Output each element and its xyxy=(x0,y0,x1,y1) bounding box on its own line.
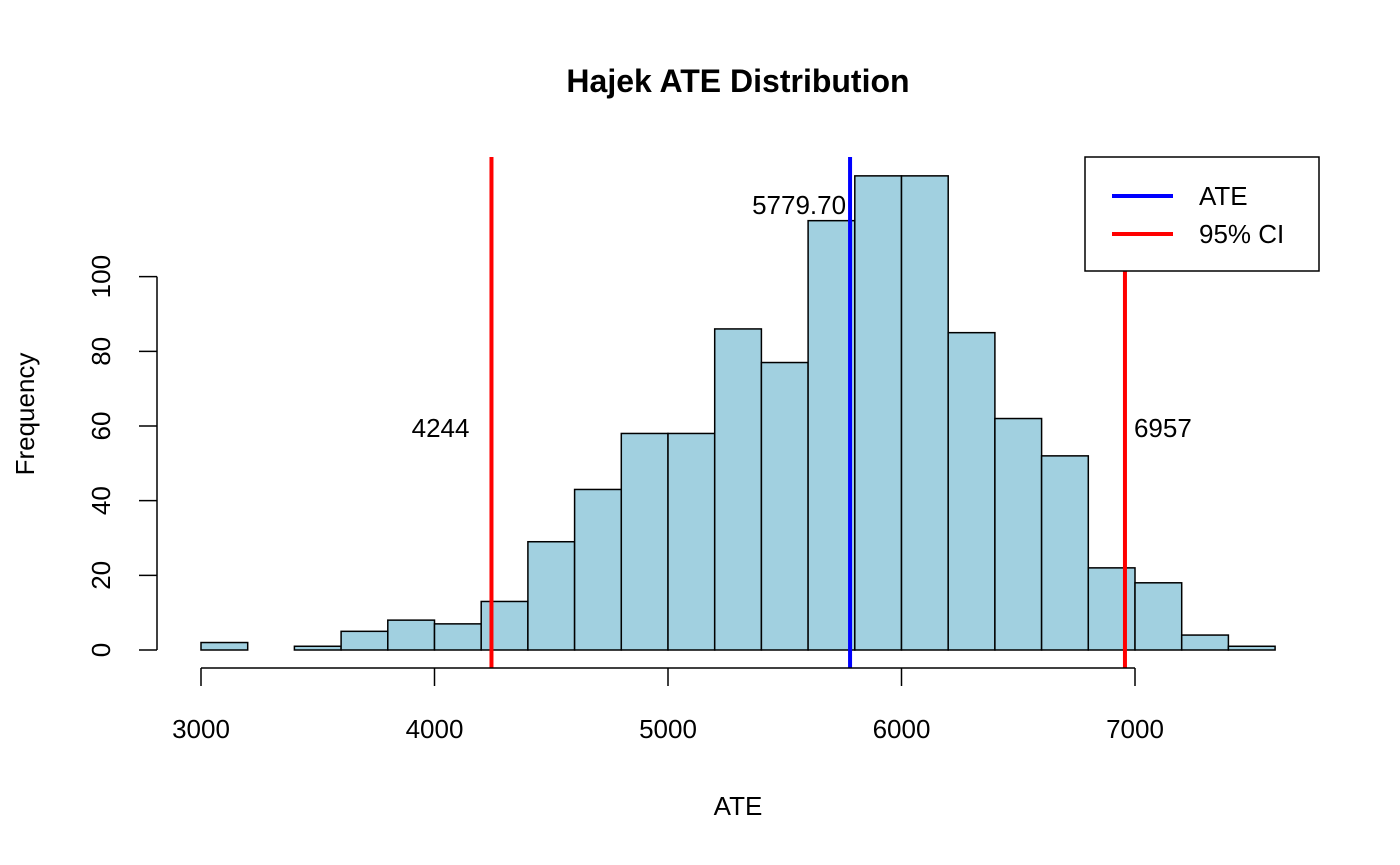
histogram-bar xyxy=(340,630,389,651)
y-tick-label: 0 xyxy=(86,643,116,657)
histogram-bar xyxy=(480,600,529,651)
ate-value-label: 5779.70 xyxy=(752,190,846,220)
histogram-bar xyxy=(900,175,949,651)
histogram-bar xyxy=(433,623,482,651)
x-tick-label: 6000 xyxy=(873,714,931,744)
y-tick-label: 100 xyxy=(86,255,116,298)
histogram-bar xyxy=(1087,567,1136,651)
histogram-bar xyxy=(807,219,856,651)
histogram-bar xyxy=(667,432,716,651)
histogram-bar xyxy=(760,361,809,651)
x-axis-label: ATE xyxy=(714,791,763,821)
histogram-bar xyxy=(1227,645,1276,651)
chart-title: Hajek ATE Distribution xyxy=(566,63,909,99)
legend-box xyxy=(1084,156,1320,272)
x-tick-label: 7000 xyxy=(1106,714,1164,744)
histogram-bar xyxy=(994,417,1043,651)
line-annotations: 5779.70 4244 6957 xyxy=(412,190,1192,443)
y-tick-label: 80 xyxy=(86,337,116,366)
histogram-bar xyxy=(293,645,342,651)
histogram-bar xyxy=(1040,455,1090,651)
y-axis-label: Frequency xyxy=(10,353,40,476)
y-tick-label: 20 xyxy=(86,561,116,590)
histogram-bar xyxy=(947,331,996,651)
legend-label: ATE xyxy=(1199,181,1248,211)
x-tick-label: 5000 xyxy=(639,714,697,744)
histogram-bars xyxy=(200,175,1276,651)
legend: ATE 95% CI xyxy=(1084,156,1320,272)
histogram-bar xyxy=(854,175,903,651)
histogram-bar xyxy=(1180,634,1230,651)
histogram-bar xyxy=(573,488,623,651)
x-tick-label: 3000 xyxy=(172,714,230,744)
y-tick-label: 60 xyxy=(86,412,116,441)
histogram-bar xyxy=(387,619,436,651)
legend-label: 95% CI xyxy=(1199,219,1284,249)
y-axis: 0 20 40 60 80 100 xyxy=(86,255,158,657)
y-tick-label: 40 xyxy=(86,486,116,515)
x-axis: 3000 4000 5000 6000 7000 xyxy=(172,667,1164,744)
histogram-bar xyxy=(620,432,669,651)
histogram-bar xyxy=(1134,582,1183,651)
x-tick-label: 4000 xyxy=(406,714,464,744)
ci-value-label: 6957 xyxy=(1134,413,1192,443)
histogram-bar xyxy=(200,641,249,651)
histogram-bar xyxy=(527,540,576,651)
histogram-bar xyxy=(713,328,763,651)
ci-value-label: 4244 xyxy=(412,413,470,443)
